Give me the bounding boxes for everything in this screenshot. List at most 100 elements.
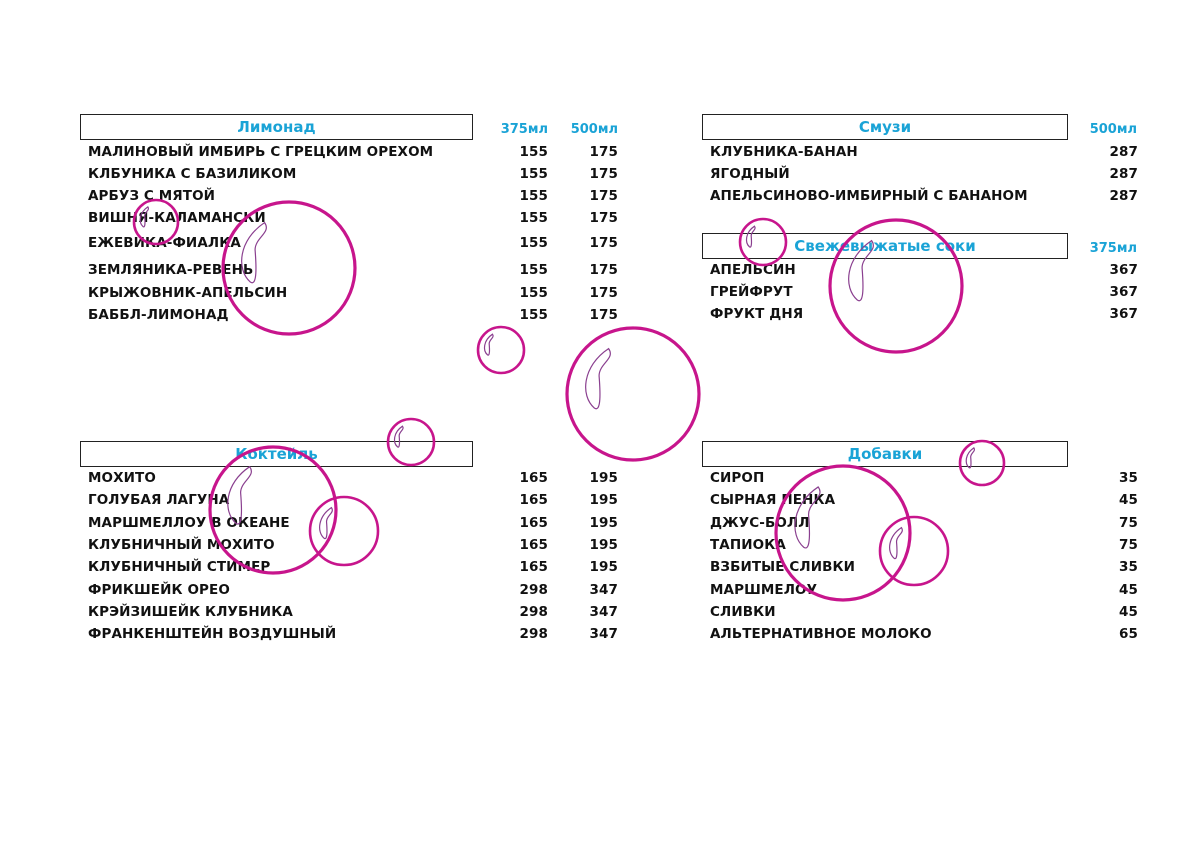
bubble-shape [476, 325, 526, 375]
lemonade-row: ЕЖЕВИКА-ФИАЛКА 155 175 [88, 235, 628, 257]
item-price: 287 [1109, 188, 1138, 204]
item-name: ГРЕЙФРУТ [710, 284, 793, 300]
smoothie-row: АПЕЛЬСИНОВО-ИМБИРНЫЙ С БАНАНОМ 287 [710, 188, 1140, 210]
item-name: КРЫЖОВНИК-АПЕЛЬСИН [88, 285, 288, 301]
lemonade-row: КЛБУНИКА С БАЗИЛИКОМ 155 175 [88, 166, 628, 188]
item-price-small: 165 [519, 514, 548, 531]
item-name: КЛУБНИКА-БАНАН [710, 144, 858, 160]
item-name: СЫРНАЯ ПЕНКА [710, 492, 836, 509]
item-price: 75 [1119, 514, 1138, 531]
item-price-small: 165 [519, 536, 548, 553]
item-price-large: 175 [589, 307, 618, 323]
item-name: АЛЬТЕРНАТИВНОЕ МОЛОКО [710, 626, 932, 643]
item-price-small: 165 [519, 559, 548, 576]
item-name: КЛУБНИЧНЫЙ МОХИТО [88, 536, 275, 553]
item-price-large: 195 [589, 492, 618, 509]
juices-row: АПЕЛЬСИН 367 [710, 262, 1140, 284]
cocktail-row: МАРШМЕЛЛОУ В ОКЕАНЕ 165 195 [88, 515, 628, 537]
item-price-small: 155 [519, 307, 548, 323]
item-price-small: 155 [519, 210, 548, 226]
item-price-large: 175 [589, 210, 618, 226]
lemonade-row: БАББЛ-ЛИМОНАД 155 175 [88, 307, 628, 329]
item-name: МАЛИНОВЫЙ ИМБИРЬ С ГРЕЦКИМ ОРЕХОМ [88, 144, 434, 160]
cocktail-row: МОХИТО 165 195 [88, 470, 628, 492]
item-price-small: 165 [519, 470, 548, 486]
smoothie-row: КЛУБНИКА-БАНАН 287 [710, 144, 1140, 166]
item-price: 35 [1119, 470, 1138, 486]
item-price-large: 347 [589, 603, 618, 620]
item-price-small: 155 [519, 144, 548, 160]
item-price: 35 [1119, 559, 1138, 576]
item-price-small: 155 [519, 166, 548, 182]
smoothie-row: ЯГОДНЫЙ 287 [710, 166, 1140, 188]
item-price: 367 [1109, 306, 1138, 322]
item-price: 65 [1119, 626, 1138, 643]
item-name: ЯГОДНЫЙ [710, 166, 790, 182]
smoothie-header-box: Смузи [702, 114, 1068, 140]
cocktail-row: КРЭЙЗИШЕЙК КЛУБНИКА 298 347 [88, 604, 628, 626]
cocktail-row: КЛУБНИЧНЫЙ СТИМЕР 165 195 [88, 559, 628, 581]
item-price-small: 155 [519, 235, 548, 251]
cocktail-row: ФРАНКЕНШТЕЙН ВОЗДУШНЫЙ 298 347 [88, 626, 628, 648]
item-price-small: 298 [519, 603, 548, 620]
addons-row: ДЖУС-БОЛЛ 75 [710, 515, 1140, 537]
lemonade-size-375: 375мл [500, 122, 548, 137]
cocktail-title: Коктейль [235, 445, 318, 463]
addons-row: ТАПИОКА 75 [710, 537, 1140, 559]
item-price: 367 [1109, 284, 1138, 300]
item-price-large: 175 [589, 144, 618, 160]
juices-row: ФРУКТ ДНЯ 367 [710, 306, 1140, 328]
cocktail-row: ФРИКШЕЙК ОРЕО 298 347 [88, 582, 628, 604]
item-name: АПЕЛЬСИН [710, 262, 796, 278]
item-price-large: 195 [589, 470, 618, 486]
item-price-large: 195 [589, 514, 618, 531]
item-price-large: 195 [589, 536, 618, 553]
lemonade-row: ЗЕМЛЯНИКА-РЕВЕНЬ 155 175 [88, 262, 628, 284]
smoothie-title: Смузи [858, 118, 912, 136]
addons-row: СЛИВКИ 45 [710, 604, 1140, 626]
addons-title: Добавки [847, 445, 923, 463]
lemonade-row: ВИШНЯ-КАЛАМАНСКИ 155 175 [88, 210, 628, 232]
juices-header-box: Свежевыжатые соки [702, 233, 1068, 259]
addons-row: МАРШМЕЛОУ 45 [710, 582, 1140, 604]
item-price-large: 195 [589, 559, 618, 576]
addons-header-box: Добавки [702, 441, 1068, 467]
item-name: ГОЛУБАЯ ЛАГУНА [88, 492, 230, 509]
item-price-small: 165 [519, 492, 548, 509]
lemonade-title: Лимонад [237, 118, 316, 136]
lemonade-size-500: 500мл [570, 122, 618, 137]
item-name: БАББЛ-ЛИМОНАД [88, 307, 229, 323]
bubble-shape [565, 326, 701, 462]
item-name: СЛИВКИ [710, 603, 776, 620]
item-price-large: 175 [589, 285, 618, 301]
item-price: 45 [1119, 603, 1138, 620]
cocktail-row: КЛУБНИЧНЫЙ МОХИТО 165 195 [88, 537, 628, 559]
juices-size-375: 375мл [1089, 241, 1137, 256]
item-name: КЛУБНИЧНЫЙ СТИМЕР [88, 559, 271, 576]
item-name: СИРОП [710, 470, 765, 486]
item-price: 75 [1119, 536, 1138, 553]
addons-row: СИРОП 35 [710, 470, 1140, 492]
smoothie-size-500: 500мл [1089, 122, 1137, 137]
lemonade-header-box: Лимонад [80, 114, 473, 140]
item-name: МОХИТО [88, 470, 156, 486]
item-name: ВЗБИТЫЕ СЛИВКИ [710, 559, 856, 576]
lemonade-row: МАЛИНОВЫЙ ИМБИРЬ С ГРЕЦКИМ ОРЕХОМ 155 175 [88, 144, 628, 166]
item-price-large: 175 [589, 235, 618, 251]
juices-row: ГРЕЙФРУТ 367 [710, 284, 1140, 306]
addons-row: АЛЬТЕРНАТИВНОЕ МОЛОКО 65 [710, 626, 1140, 648]
lemonade-row: АРБУЗ С МЯТОЙ 155 175 [88, 188, 628, 210]
item-price-small: 155 [519, 188, 548, 204]
item-name: КРЭЙЗИШЕЙК КЛУБНИКА [88, 603, 293, 620]
item-name: ФРУКТ ДНЯ [710, 306, 804, 322]
item-price-small: 298 [519, 581, 548, 598]
item-price: 45 [1119, 492, 1138, 509]
item-name: ЗЕМЛЯНИКА-РЕВЕНЬ [88, 262, 254, 278]
lemonade-row: КРЫЖОВНИК-АПЕЛЬСИН 155 175 [88, 285, 628, 307]
item-price: 287 [1109, 144, 1138, 160]
item-name: АПЕЛЬСИНОВО-ИМБИРНЫЙ С БАНАНОМ [710, 188, 1028, 204]
item-price: 287 [1109, 166, 1138, 182]
juices-title: Свежевыжатые соки [794, 237, 976, 255]
item-name: ФРАНКЕНШТЕЙН ВОЗДУШНЫЙ [88, 626, 337, 643]
item-price: 45 [1119, 581, 1138, 598]
